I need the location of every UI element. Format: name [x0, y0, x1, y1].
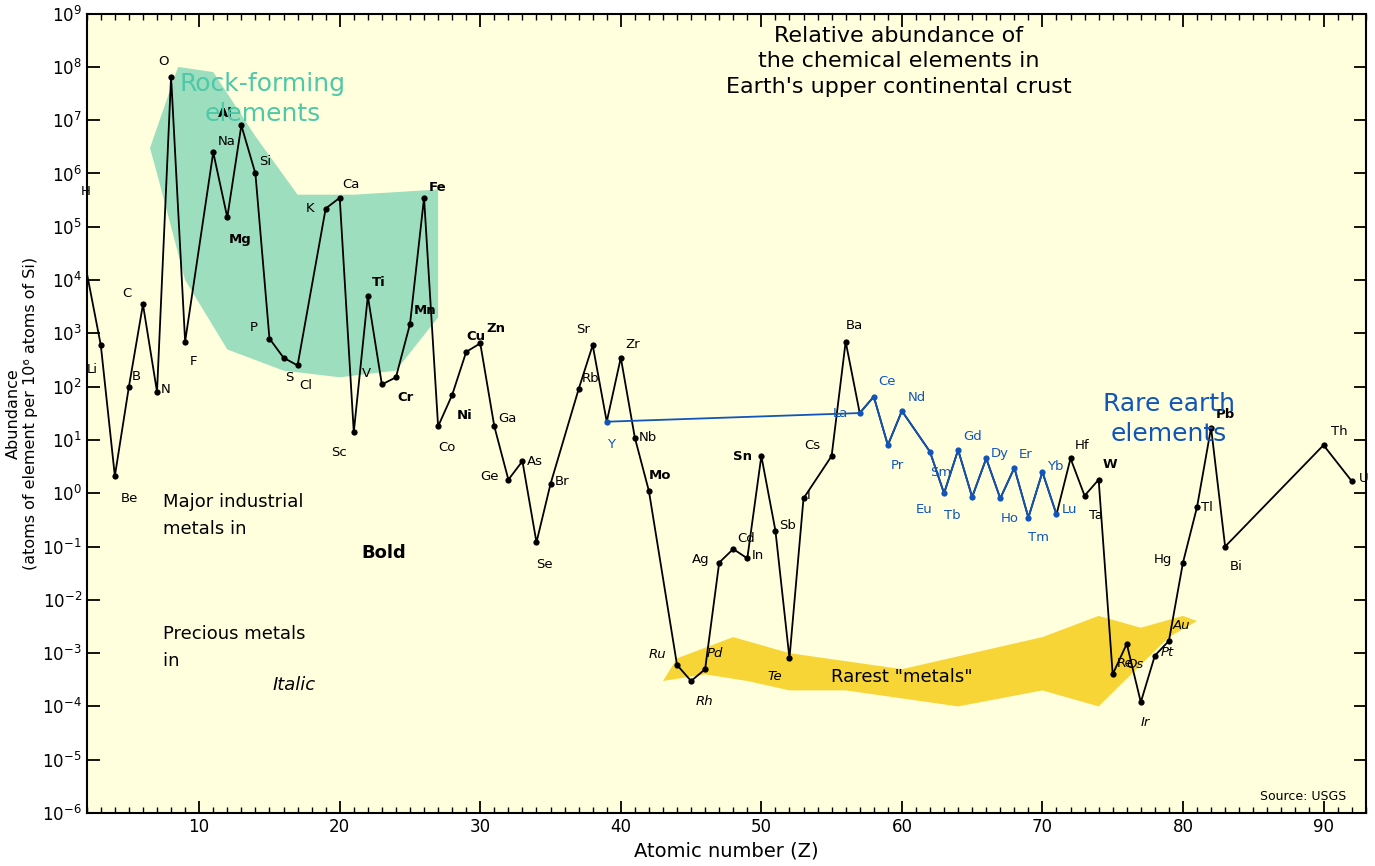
Text: Li: Li [87, 363, 98, 376]
Text: Ca: Ca [342, 178, 360, 191]
Text: Cr: Cr [397, 391, 414, 404]
Text: B: B [132, 370, 140, 383]
Text: Zn: Zn [485, 322, 505, 335]
Text: Se: Se [536, 559, 553, 572]
Text: Cd: Cd [737, 532, 755, 545]
Text: Te: Te [767, 670, 782, 683]
Text: Co: Co [439, 441, 455, 454]
Text: Al: Al [219, 107, 232, 120]
Text: Hf: Hf [1075, 438, 1089, 452]
Text: Ru: Ru [648, 648, 666, 661]
Text: Mo: Mo [649, 469, 671, 481]
Text: C: C [122, 288, 132, 301]
Text: Sb: Sb [780, 519, 796, 532]
Text: Os: Os [1126, 657, 1144, 670]
Text: P: P [250, 321, 258, 334]
Text: K: K [305, 202, 315, 215]
Text: Source: USGS: Source: USGS [1261, 791, 1346, 804]
Text: Hg: Hg [1154, 553, 1172, 566]
Y-axis label: Abundance
(atoms of element per 10⁶ atoms of Si): Abundance (atoms of element per 10⁶ atom… [6, 256, 38, 570]
Text: Ce: Ce [879, 375, 895, 388]
Text: Sr: Sr [576, 323, 590, 336]
Text: Rare earth
elements: Rare earth elements [1103, 392, 1235, 446]
Text: H: H [81, 185, 91, 198]
Text: La: La [833, 406, 848, 419]
Text: Be: Be [121, 492, 138, 505]
Text: Ba: Ba [846, 320, 864, 333]
Text: Cl: Cl [298, 379, 312, 392]
Text: Ti: Ti [373, 276, 386, 289]
Text: W: W [1103, 458, 1118, 471]
Text: Nb: Nb [639, 431, 657, 444]
Text: Ga: Ga [499, 412, 517, 425]
Text: Lu: Lu [1062, 502, 1078, 515]
Text: As: As [527, 455, 543, 468]
Text: Bi: Bi [1229, 560, 1242, 573]
Text: Ag: Ag [692, 553, 710, 566]
Text: I: I [806, 489, 810, 502]
Text: Tl: Tl [1202, 501, 1213, 514]
Text: Zr: Zr [626, 338, 639, 351]
Text: Ta: Ta [1089, 509, 1103, 522]
Text: Br: Br [554, 475, 569, 488]
X-axis label: Atomic number (Z): Atomic number (Z) [634, 842, 818, 861]
Text: Ni: Ni [456, 409, 472, 422]
Text: Cu: Cu [466, 331, 485, 344]
Text: Pd: Pd [707, 647, 723, 660]
Text: Sm: Sm [930, 466, 952, 479]
Text: Rh: Rh [696, 695, 712, 708]
Text: F: F [190, 355, 197, 368]
Text: Sc: Sc [331, 446, 346, 459]
Text: Major industrial
metals in: Major industrial metals in [164, 494, 304, 538]
Text: Fe: Fe [428, 181, 446, 194]
Text: Pt: Pt [1160, 646, 1174, 659]
Text: In: In [752, 549, 763, 562]
Text: Nd: Nd [908, 391, 925, 404]
Text: V: V [362, 367, 371, 380]
Text: Th: Th [1331, 425, 1348, 438]
Text: Yb: Yb [1046, 460, 1063, 473]
Text: Re: Re [1116, 657, 1133, 670]
Text: Precious metals
in: Precious metals in [164, 625, 307, 669]
Text: N: N [161, 383, 170, 396]
Text: Tb: Tb [945, 509, 961, 522]
Text: Bold: Bold [362, 544, 407, 562]
Text: Pb: Pb [1216, 408, 1235, 421]
Text: Ir: Ir [1141, 716, 1150, 729]
Text: Au: Au [1173, 619, 1191, 632]
Text: Eu: Eu [916, 503, 932, 516]
Text: Tm: Tm [1028, 532, 1049, 545]
Text: U: U [1358, 472, 1368, 485]
Text: Mg: Mg [228, 233, 252, 246]
Polygon shape [150, 67, 439, 378]
Text: Italic: Italic [272, 675, 315, 694]
Text: Na: Na [217, 135, 235, 148]
Text: Si: Si [260, 155, 272, 168]
Text: O: O [158, 55, 168, 68]
Text: Rock-forming
elements: Rock-forming elements [179, 72, 345, 126]
Text: Sn: Sn [733, 449, 752, 462]
Text: Rarest "metals": Rarest "metals" [830, 669, 972, 687]
Text: S: S [285, 372, 293, 385]
Text: Mn: Mn [414, 304, 437, 317]
Text: Pr: Pr [891, 459, 903, 472]
Polygon shape [663, 616, 1198, 707]
Text: Ho: Ho [1000, 512, 1019, 525]
Text: Y: Y [606, 437, 615, 450]
Text: Rb: Rb [582, 372, 600, 385]
Text: Relative abundance of
the chemical elements in
Earth's upper continental crust: Relative abundance of the chemical eleme… [726, 26, 1071, 97]
Text: Cs: Cs [804, 439, 821, 452]
Text: Er: Er [1019, 448, 1033, 461]
Text: Ge: Ge [480, 470, 499, 483]
Text: Dy: Dy [990, 447, 1008, 460]
Text: Gd: Gd [964, 430, 983, 443]
